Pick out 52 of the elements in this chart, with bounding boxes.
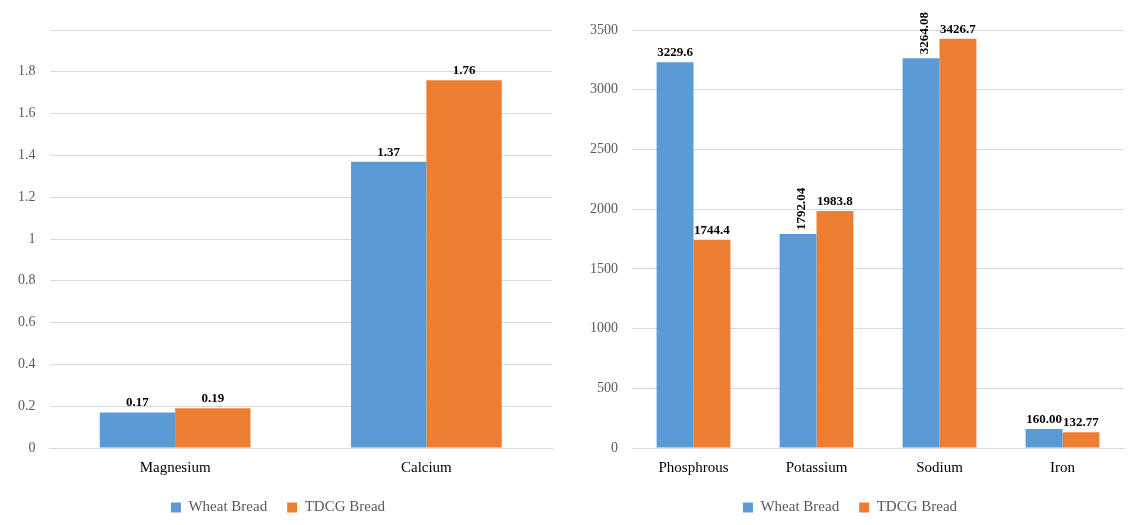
- bar: [351, 161, 427, 448]
- data-label: 3264.08: [916, 11, 932, 55]
- data-label: 1983.8: [817, 192, 854, 208]
- y-tick-label: 2500: [590, 141, 618, 157]
- bar: [1025, 428, 1063, 448]
- x-tick-label: Sodium: [916, 458, 964, 475]
- y-tick-label: 0.4: [18, 356, 36, 372]
- x-tick-label: Calcium: [400, 458, 453, 475]
- y-tick-label: 3000: [590, 81, 618, 97]
- y-tick-label: 3500: [590, 21, 618, 37]
- data-label: 132.77: [1063, 414, 1100, 429]
- x-tick-label: Magnesium: [139, 458, 211, 475]
- x-tick-label: Phosphrous: [658, 458, 729, 475]
- y-tick-label: 1.4: [18, 147, 36, 163]
- y-tick-label: 0.2: [18, 397, 36, 413]
- x-tick-label: Iron: [1050, 458, 1076, 475]
- bar: [175, 408, 251, 448]
- y-tick-label: 1000: [590, 320, 618, 336]
- x-tick-label: Potassium: [785, 458, 848, 475]
- y-tick-label: 500: [597, 379, 618, 395]
- y-tick-label: 1.6: [18, 105, 36, 121]
- legend-label: Wheat Bread: [188, 498, 268, 515]
- bar: [426, 80, 502, 448]
- bar: [99, 412, 176, 448]
- data-label: 0.17: [126, 394, 150, 410]
- bar: [779, 233, 817, 448]
- y-tick-label: 1.8: [18, 63, 36, 79]
- data-label: 3426.7: [940, 20, 977, 36]
- data-label: 0.19: [201, 390, 225, 406]
- data-label: 3229.6: [657, 44, 694, 60]
- legend-label: TDCG Bread: [876, 498, 958, 515]
- y-tick-label: 2000: [590, 200, 618, 216]
- y-tick-label: 0: [28, 439, 36, 455]
- data-label: 1792.04: [793, 187, 809, 230]
- data-label: 160.00: [1026, 410, 1062, 426]
- data-label: 1744.4: [694, 221, 731, 237]
- legend-label: TDCG Bread: [304, 498, 386, 515]
- y-tick-label: 1.2: [18, 188, 36, 204]
- data-label: 1.76: [452, 62, 476, 78]
- bar: [902, 58, 940, 448]
- bar: [1062, 432, 1100, 448]
- bar: [939, 38, 977, 448]
- y-tick-label: 0: [611, 439, 618, 455]
- y-tick-label: 1: [28, 230, 36, 246]
- legend-label: Wheat Bread: [760, 498, 840, 515]
- bar: [693, 239, 731, 448]
- y-tick-label: 0.8: [18, 272, 36, 288]
- data-label: 1.37: [377, 143, 401, 159]
- y-tick-label: 1500: [590, 260, 618, 276]
- bar: [816, 211, 854, 448]
- y-tick-label: 0.6: [18, 314, 36, 330]
- bar: [656, 62, 694, 448]
